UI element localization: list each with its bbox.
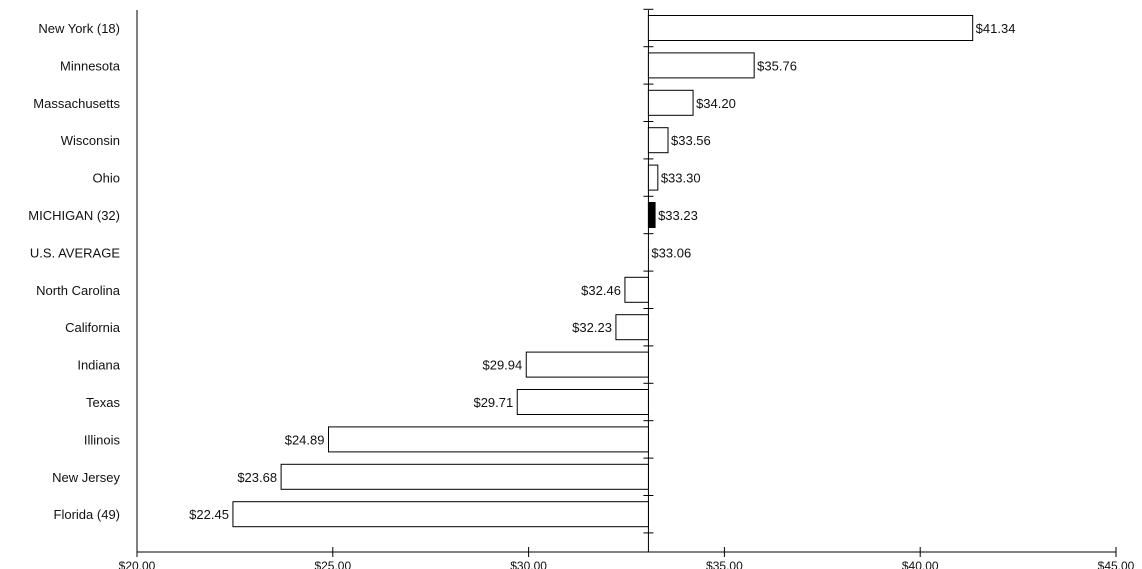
chart-labels: $20.00 $25.00 $30.00 $35.00 $40.00 $45.00 New … bbox=[28, 21, 1134, 569]
value-label: $29.71 bbox=[473, 395, 513, 410]
x-tick-label: $30.00 bbox=[510, 559, 547, 569]
category-label: New Jersey bbox=[52, 470, 120, 485]
x-tick-label: $25.00 bbox=[314, 559, 351, 569]
category-label: Indiana bbox=[77, 358, 120, 373]
value-label: $35.76 bbox=[757, 58, 797, 73]
value-label: $33.56 bbox=[671, 133, 711, 148]
category-label: Wisconsin bbox=[61, 133, 120, 148]
x-tick-label: $45.00 bbox=[1098, 559, 1135, 569]
bar bbox=[615, 314, 649, 341]
value-label: $34.20 bbox=[696, 96, 736, 111]
category-label: Texas bbox=[86, 395, 120, 410]
bar bbox=[624, 276, 649, 303]
value-label: $32.23 bbox=[572, 320, 612, 335]
category-label: Minnesota bbox=[60, 58, 121, 73]
chart-bars bbox=[232, 15, 974, 528]
bar bbox=[232, 501, 649, 528]
value-label: $33.06 bbox=[651, 245, 691, 260]
value-label: $24.89 bbox=[285, 432, 325, 447]
value-label: $32.46 bbox=[581, 283, 621, 298]
bar-highlight bbox=[647, 202, 656, 228]
category-label: Massachusetts bbox=[33, 96, 120, 111]
value-label: $41.34 bbox=[976, 21, 1016, 36]
category-label: California bbox=[65, 320, 121, 335]
bar bbox=[516, 389, 649, 415]
bar bbox=[647, 164, 659, 191]
value-label: $33.23 bbox=[658, 208, 698, 223]
value-label: $33.30 bbox=[661, 171, 701, 186]
category-label: North Carolina bbox=[36, 283, 121, 298]
value-label: $23.68 bbox=[237, 470, 277, 485]
category-label: MICHIGAN (32) bbox=[28, 208, 120, 223]
value-label: $22.45 bbox=[189, 507, 229, 522]
bar bbox=[525, 351, 649, 378]
x-tick-label: $40.00 bbox=[902, 559, 939, 569]
bar bbox=[647, 127, 669, 154]
category-label: U.S. AVERAGE bbox=[30, 245, 120, 260]
category-label: Florida (49) bbox=[54, 507, 120, 522]
category-label: Illinois bbox=[84, 432, 121, 447]
bar bbox=[647, 52, 755, 79]
bar bbox=[280, 463, 649, 490]
category-label: Ohio bbox=[93, 171, 120, 186]
x-tick-label: $35.00 bbox=[706, 559, 743, 569]
bar bbox=[647, 89, 694, 116]
bar bbox=[647, 15, 974, 41]
value-label: $29.94 bbox=[482, 358, 522, 373]
bar bbox=[327, 426, 649, 453]
x-tick-label: $20.00 bbox=[119, 559, 156, 569]
category-label: New York (18) bbox=[38, 21, 120, 36]
